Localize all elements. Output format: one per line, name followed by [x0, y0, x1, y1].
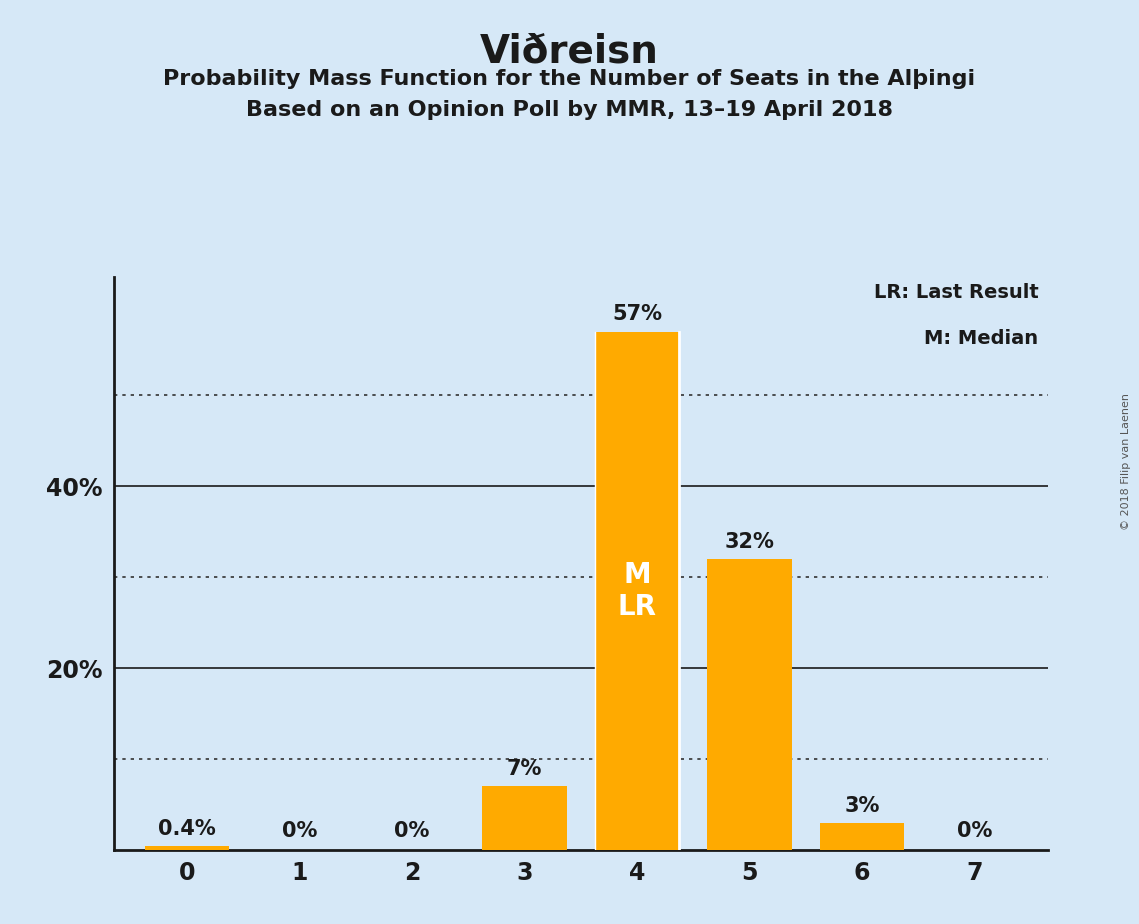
Text: 7%: 7% [507, 760, 542, 779]
Text: LR: Last Result: LR: Last Result [874, 283, 1039, 302]
Text: M: Median: M: Median [925, 329, 1039, 347]
Text: 57%: 57% [612, 305, 662, 324]
Bar [707, 559, 792, 850]
Bar [595, 332, 679, 850]
Text: 0%: 0% [394, 821, 429, 841]
Text: M
LR: M LR [617, 561, 657, 621]
Bar [145, 846, 229, 850]
Text: 0%: 0% [281, 821, 318, 841]
Text: Based on an Opinion Poll by MMR, 13–19 April 2018: Based on an Opinion Poll by MMR, 13–19 A… [246, 100, 893, 120]
Text: 0.4%: 0.4% [158, 820, 216, 839]
Text: Viðreisn: Viðreisn [480, 32, 659, 70]
Text: 32%: 32% [724, 532, 775, 552]
Text: 0%: 0% [957, 821, 992, 841]
Bar [483, 786, 567, 850]
Text: Probability Mass Function for the Number of Seats in the Alþingi: Probability Mass Function for the Number… [163, 69, 976, 90]
Text: © 2018 Filip van Laenen: © 2018 Filip van Laenen [1121, 394, 1131, 530]
Bar [820, 822, 904, 850]
Text: 3%: 3% [844, 796, 880, 816]
